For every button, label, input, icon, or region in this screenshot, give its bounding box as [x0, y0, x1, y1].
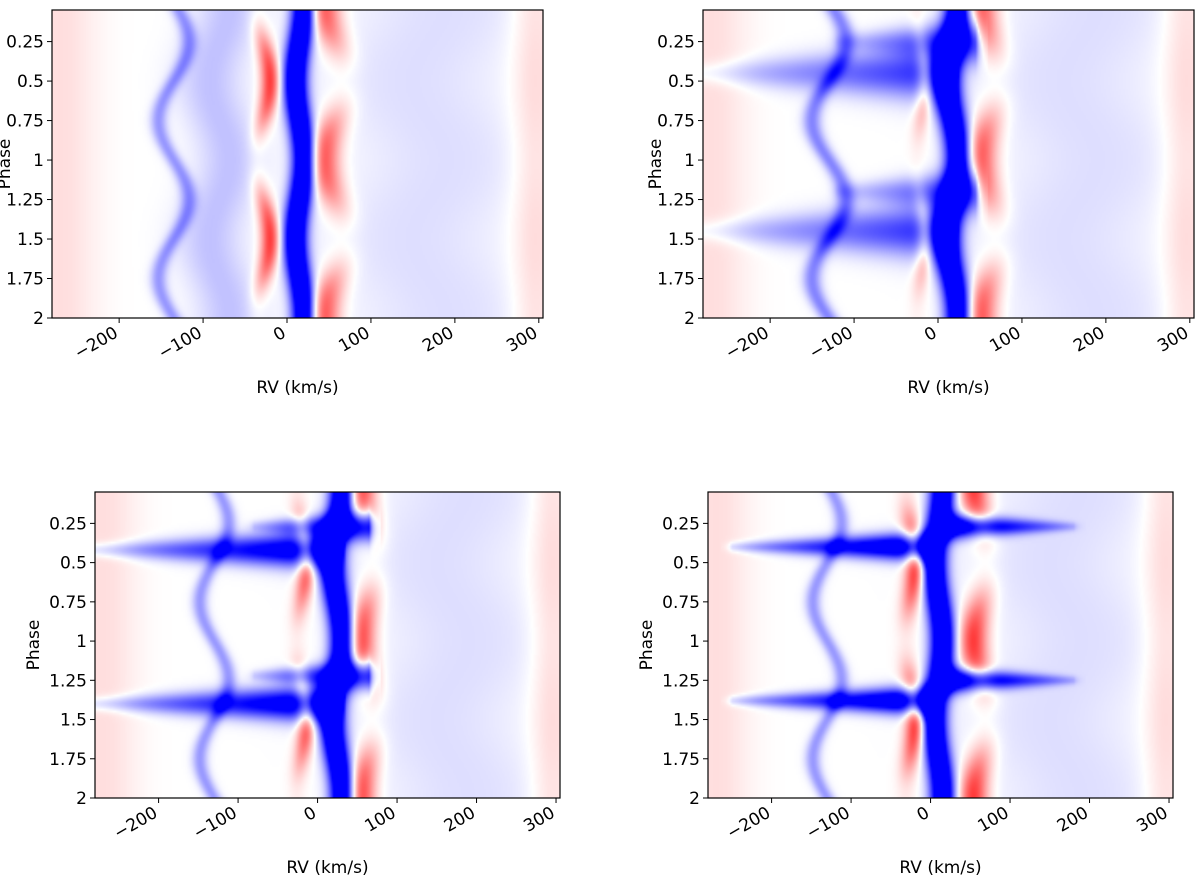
- x-tick-label: 200: [1054, 803, 1092, 837]
- x-tick-label: −100: [190, 803, 240, 844]
- y-tick-label: 0.5: [668, 72, 695, 92]
- plot-frame: [51, 9, 544, 319]
- y-axis-label: Phase: [24, 620, 44, 671]
- heatmap-image: [703, 10, 1194, 318]
- panel-bottom-right: 0.25 0.5 0.75 1 1.25 1.5 1.75 2 −200 −100 0 100 200 3…: [637, 491, 1174, 878]
- x-tick-label: −200: [71, 323, 121, 364]
- y-axis-label: Phase: [646, 139, 666, 190]
- panel-top-right: 0.25 0.5 0.75 1 1.25 1.5 1.75 2 −200 −100 0 100 200 3…: [646, 9, 1195, 398]
- x-tick-label: 100: [361, 803, 399, 837]
- y-tick-label: 1.5: [17, 230, 44, 250]
- x-tick-label: 0: [921, 323, 940, 346]
- plot-frame: [702, 9, 1195, 319]
- x-axis-label: RV (km/s): [907, 378, 989, 398]
- x-tick-label: 100: [986, 323, 1024, 357]
- x-tick-label: −100: [803, 803, 853, 844]
- y-axis-label: Phase: [0, 139, 15, 190]
- x-axis-label: RV (km/s): [286, 858, 368, 878]
- x-tick-label: 200: [1070, 323, 1108, 357]
- y-tick-label: 2: [684, 309, 695, 329]
- plot-frame: [707, 491, 1174, 799]
- y-tick-label: 1: [76, 632, 87, 652]
- y-tick-label: 1.5: [668, 230, 695, 250]
- y-tick-label: 1.75: [662, 750, 700, 770]
- x-tick-label: 200: [419, 323, 457, 357]
- y-tick-label: 0.75: [49, 593, 87, 613]
- y-tick-label: 0.5: [17, 72, 44, 92]
- x-tick-label: −100: [806, 323, 856, 364]
- y-tick-label: 0.75: [662, 593, 700, 613]
- x-tick-label: −200: [722, 323, 772, 364]
- y-tick-label: 1.25: [657, 191, 695, 211]
- y-tick-label: 0.25: [657, 33, 695, 53]
- x-axis-label: RV (km/s): [256, 378, 338, 398]
- x-tick-label: 0: [270, 323, 289, 346]
- y-tick-label: 1.75: [6, 270, 44, 290]
- x-tick-label: 100: [335, 323, 373, 357]
- y-tick-label: 2: [76, 789, 87, 809]
- x-axis-label: RV (km/s): [899, 858, 981, 878]
- x-tick-label: 0: [914, 803, 933, 826]
- y-tick-label: 1.75: [49, 750, 87, 770]
- y-axis-label: Phase: [637, 620, 657, 671]
- y-tick-label: 1: [689, 632, 700, 652]
- plot-frame: [94, 491, 561, 799]
- y-tick-label: 1.25: [662, 671, 700, 691]
- y-tick-label: 0.5: [60, 554, 87, 574]
- x-tick-label: 300: [1133, 803, 1171, 837]
- x-tick-label: 300: [1154, 323, 1192, 357]
- x-tick-label: 0: [301, 803, 320, 826]
- x-tick-label: −200: [724, 803, 774, 844]
- x-tick-label: 300: [503, 323, 541, 357]
- y-tick-label: 1.5: [673, 711, 700, 731]
- y-tick-label: 1: [684, 151, 695, 171]
- y-tick-label: 1.75: [657, 270, 695, 290]
- y-tick-label: 1.25: [6, 191, 44, 211]
- y-tick-label: 0.75: [657, 112, 695, 132]
- y-tick-label: 1.5: [60, 711, 87, 731]
- y-tick-label: 0.75: [6, 112, 44, 132]
- heatmap-image: [52, 10, 543, 318]
- y-tick-label: 0.25: [6, 33, 44, 53]
- y-tick-label: 1.25: [49, 671, 87, 691]
- y-tick-label: 0.5: [673, 554, 700, 574]
- y-tick-label: 1: [33, 151, 44, 171]
- x-tick-label: 300: [520, 803, 558, 837]
- y-tick-label: 0.25: [662, 514, 700, 534]
- x-tick-label: 200: [441, 803, 479, 837]
- heatmap-image: [95, 492, 560, 798]
- y-tick-label: 2: [689, 789, 700, 809]
- heatmap-image: [708, 492, 1173, 798]
- y-tick-label: 0.25: [49, 514, 87, 534]
- panel-bottom-left: 0.25 0.5 0.75 1 1.25 1.5 1.75 2 −200 −100 0 100 200 3…: [24, 491, 561, 878]
- y-tick-label: 2: [33, 309, 44, 329]
- x-tick-label: 100: [974, 803, 1012, 837]
- x-tick-label: −200: [111, 803, 161, 844]
- panel-top-left: 0.25 0.5 0.75 1 1.25 1.5 1.75 2 −200 −100 0 100 200 3…: [0, 9, 544, 398]
- x-tick-label: −100: [155, 323, 205, 364]
